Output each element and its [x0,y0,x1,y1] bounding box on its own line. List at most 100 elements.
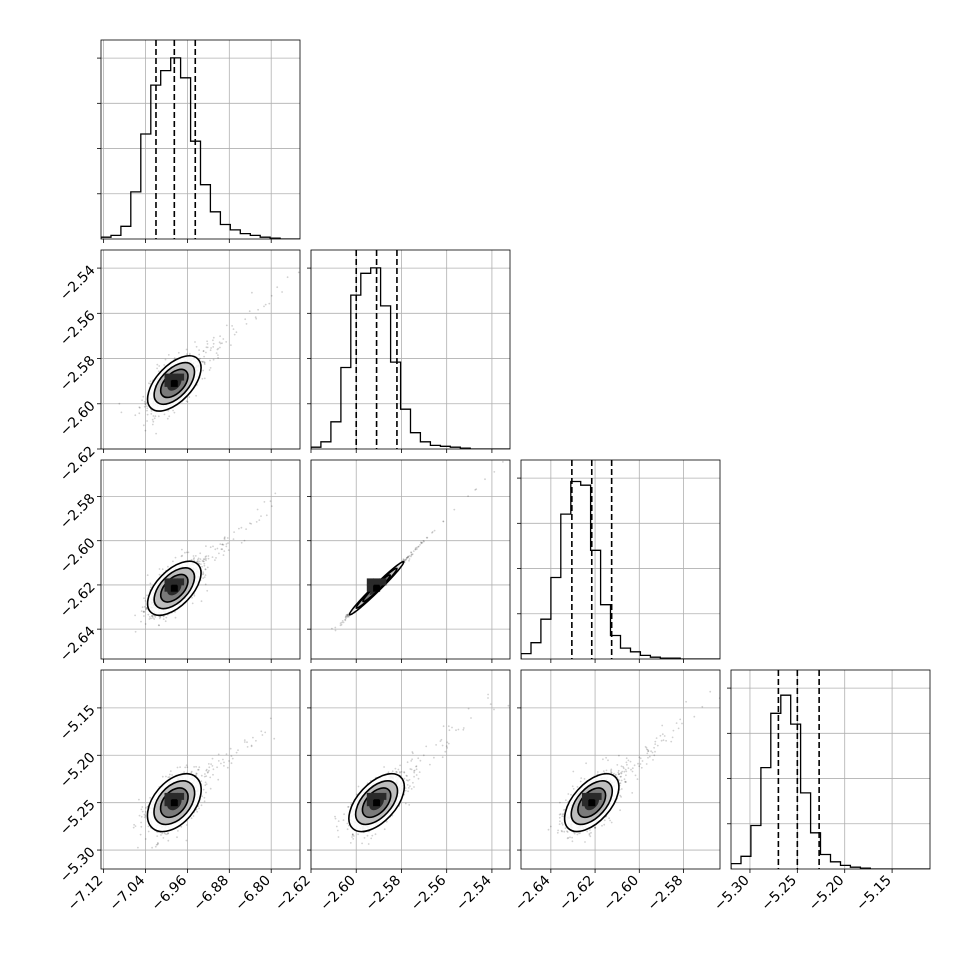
sample-point [572,770,575,773]
sample-point [208,766,211,769]
sample-point [405,558,408,560]
sample-point [410,760,413,762]
sample-point [165,775,167,778]
sample-point [161,568,164,571]
sample-point [171,774,174,776]
sample-point [654,308,656,310]
sample-point [413,786,415,788]
sample-point [357,785,360,788]
sample-point [156,843,159,846]
sample-point [152,420,155,423]
sample-point [391,770,394,773]
sample-point [246,741,248,744]
sample-point [176,836,178,839]
sample-point [316,666,318,668]
density-core-cell [170,792,178,800]
sample-point [231,757,234,760]
sample-point [399,764,401,767]
sample-point [212,358,215,361]
sample-point [188,352,191,355]
sample-point [140,808,143,811]
sample-point [212,545,214,548]
sample-point [594,826,597,829]
sample-point [212,346,215,348]
sample-point [543,647,545,649]
sample-point [142,424,145,427]
sample-point [347,614,349,617]
sample-point [198,560,201,563]
sample-point [406,761,409,764]
sample-point [493,471,496,473]
sample-point [255,739,257,742]
sample-point [173,357,176,359]
sample-point [145,405,148,407]
sample-point [146,407,149,410]
sample-point [185,824,188,826]
sample-point [334,626,337,629]
histogram-step [311,267,510,449]
sample-point [225,341,228,343]
sample-point [337,836,340,838]
density-core-cell [170,584,178,592]
sample-point [163,413,166,416]
sample-point [187,551,190,554]
sample-point [346,615,349,618]
sample-point [462,727,465,729]
sample-point [261,734,264,736]
sample-point [148,616,151,618]
sample-point [410,555,412,558]
sample-point [192,555,195,557]
sample-point [334,815,336,818]
sample-point [631,792,634,794]
sample-point [153,417,156,420]
sample-point [143,597,145,600]
sample-point [470,717,472,719]
sample-point [207,557,210,560]
sample-point [205,346,208,349]
sample-point [217,356,220,359]
sample-point [161,832,164,835]
sample-point [565,799,567,802]
sample-point [147,825,150,828]
density-core-cell [373,584,381,592]
sample-point [334,817,337,820]
sample-point [167,839,170,842]
sample-point [190,771,193,774]
sample-point [203,377,206,380]
sample-point [403,777,406,780]
sample-point [231,325,234,327]
sample-point [168,415,171,418]
sample-point [409,768,412,770]
sample-point [411,553,413,556]
sample-point [413,775,415,778]
sample-point [144,623,147,625]
sample-point [167,832,170,835]
sample-point [414,547,417,549]
sample-point [144,402,147,405]
panel-frame [310,669,511,870]
sample-point [177,351,180,354]
sample-point [413,769,416,772]
sample-point [132,826,135,829]
density-core-cell [164,379,172,387]
sample-point [223,538,226,540]
sample-point [212,773,214,776]
sample-point [202,350,205,352]
sample-point [653,746,655,749]
sample-point [209,359,211,362]
sample-point [152,415,155,417]
sample-point [201,565,203,568]
sample-point [158,568,161,570]
sample-point [167,409,170,412]
sample-point [346,613,349,616]
sample-point [215,557,217,559]
sample-point [168,773,171,776]
sample-point [532,431,534,433]
sample-point [585,762,587,765]
sample-point [255,317,258,320]
sample-point [138,412,141,415]
sample-point [407,555,410,558]
sample-point [203,775,206,778]
sample-point [417,545,420,548]
sample-point [406,775,408,777]
